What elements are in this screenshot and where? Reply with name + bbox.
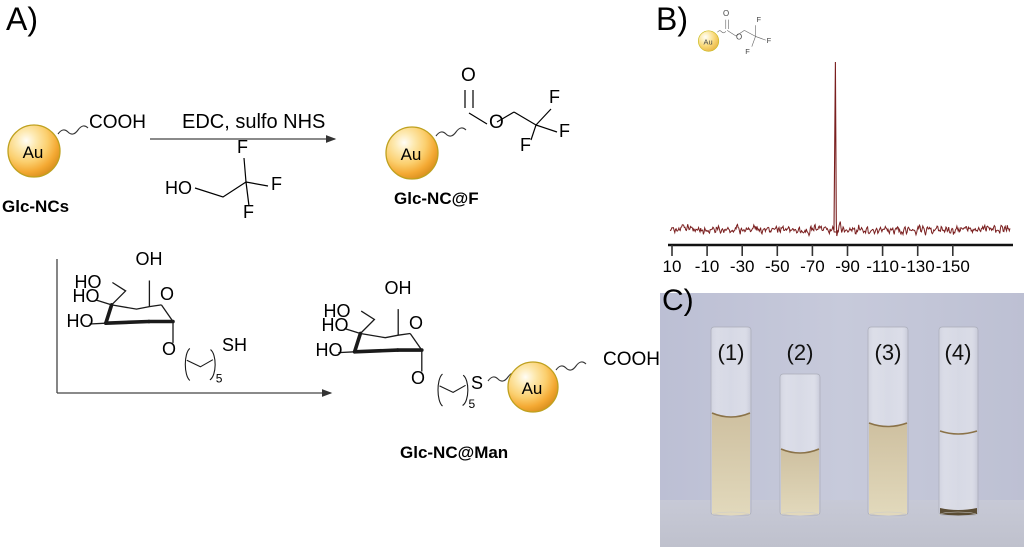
svg-text:F: F (520, 135, 531, 155)
svg-text:F: F (767, 36, 772, 45)
svg-text:F: F (756, 15, 761, 24)
svg-text:Au: Au (704, 37, 713, 46)
svg-text:OH: OH (385, 278, 412, 298)
svg-text:Au: Au (522, 379, 543, 398)
svg-text:F: F (549, 87, 560, 107)
svg-text:A): A) (6, 1, 38, 37)
svg-text:O: O (723, 9, 729, 18)
svg-text:O: O (409, 313, 423, 333)
svg-text:HO: HO (165, 178, 192, 198)
svg-text:-10: -10 (695, 257, 720, 276)
svg-text:O: O (461, 65, 476, 86)
svg-text:COOH: COOH (603, 349, 660, 370)
svg-text:-150: -150 (936, 257, 970, 276)
svg-text:Glc-NC@Man: Glc-NC@Man (400, 443, 508, 462)
svg-text:-30: -30 (730, 257, 755, 276)
svg-text:-130: -130 (901, 257, 935, 276)
svg-text:C): C) (662, 284, 694, 317)
svg-text:F: F (243, 202, 254, 222)
svg-text:F: F (237, 137, 248, 157)
svg-text:(2): (2) (787, 340, 814, 365)
svg-text:COOH: COOH (89, 112, 146, 133)
svg-text:-70: -70 (800, 257, 825, 276)
svg-text:B): B) (656, 1, 688, 37)
svg-text:F: F (271, 174, 282, 194)
svg-text:S: S (471, 373, 483, 393)
svg-text:F: F (745, 47, 750, 56)
svg-text:HO: HO (67, 311, 94, 331)
svg-text:O: O (736, 33, 742, 42)
svg-text:(4): (4) (945, 340, 972, 365)
svg-text:O: O (162, 339, 176, 359)
svg-text:OH: OH (136, 249, 163, 269)
svg-text:-110: -110 (866, 257, 899, 276)
svg-text:-90: -90 (835, 257, 860, 276)
svg-text:SH: SH (222, 335, 247, 355)
svg-text:O: O (160, 284, 174, 304)
svg-text:(1): (1) (718, 340, 745, 365)
svg-text:Au: Au (401, 145, 422, 164)
svg-text:EDC, sulfo NHS: EDC, sulfo NHS (182, 111, 325, 133)
svg-text:HO: HO (316, 340, 343, 360)
svg-text:O: O (489, 112, 504, 133)
svg-text:HO: HO (322, 315, 349, 335)
svg-text:HO: HO (73, 286, 100, 306)
svg-text:Au: Au (23, 143, 44, 162)
svg-text:F: F (559, 121, 570, 141)
svg-text:(3): (3) (875, 340, 902, 365)
svg-text:Glc-NC@F: Glc-NC@F (394, 189, 479, 208)
svg-text:10: 10 (663, 257, 682, 276)
svg-text:-50: -50 (765, 257, 790, 276)
svg-text:O: O (411, 368, 425, 388)
svg-text:Glc-NCs: Glc-NCs (2, 197, 69, 216)
